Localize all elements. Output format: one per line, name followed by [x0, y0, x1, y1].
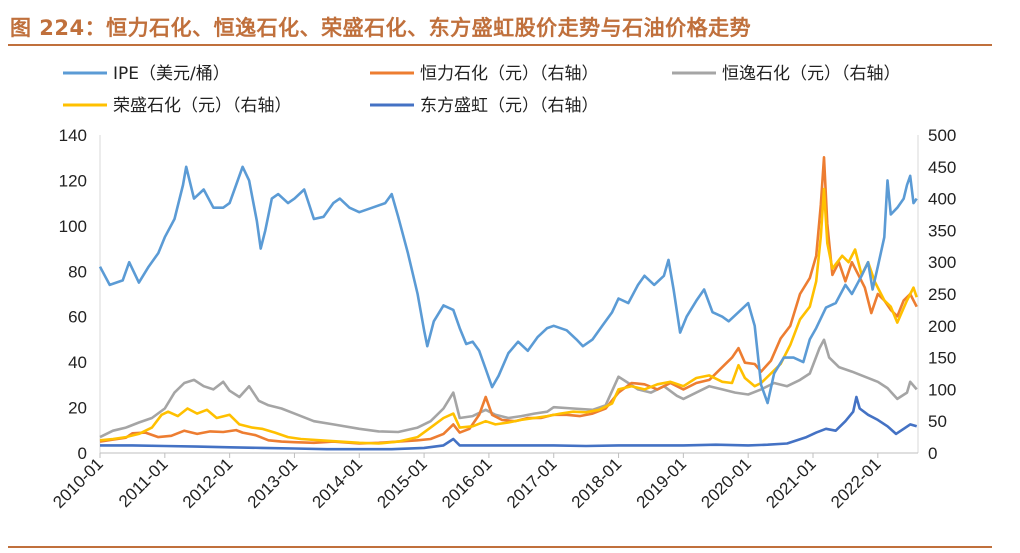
x-tick-label: 2010-01	[49, 454, 107, 512]
x-tick-label: 2021-01	[762, 454, 820, 512]
series-line-1	[99, 156, 918, 445]
right-tick-label: 100	[928, 380, 956, 399]
legend: IPE（美元/桶） 恒力石化（元）（右轴） 恒逸石化（元）（右轴） 荣盛石化（元）（右…	[63, 64, 901, 116]
legend-label: 恒逸石化（元）（右轴）	[722, 64, 901, 84]
x-tick-label: 2020-01	[697, 454, 755, 512]
left-tick-label: 40	[68, 353, 87, 372]
left-tick-label: 0	[78, 444, 87, 463]
right-tick-label: 350	[928, 221, 956, 240]
x-tick-label: 2019-01	[633, 454, 691, 512]
right-tick-label: 0	[928, 444, 937, 463]
right-axis-ticks: 0 50 100 150 200 250 300 350 400 450 500	[928, 126, 956, 463]
right-tick-label: 300	[928, 253, 956, 272]
legend-label: 恒力石化（元）（右轴）	[420, 64, 599, 84]
x-tick-label: 2022-01	[827, 454, 885, 512]
left-tick-label: 60	[68, 308, 87, 327]
x-tick-label: 2017-01	[503, 454, 561, 512]
series-line-3	[99, 187, 918, 445]
series-layer	[98, 156, 918, 451]
x-tick-label: 2016-01	[438, 454, 496, 512]
bottom-rule	[8, 546, 992, 548]
left-tick-label: 120	[59, 171, 87, 190]
x-tick-label: 2013-01	[244, 454, 302, 512]
x-tick-label: 2018-01	[568, 454, 626, 512]
left-tick-label: 140	[59, 126, 87, 145]
x-axis-ticks: 2010-01 2011-01 2012-01 2013-01 2014-01 2015-…	[49, 453, 885, 512]
x-tick-label: 2014-01	[309, 454, 367, 512]
x-tick-label: 2012-01	[179, 454, 237, 512]
figure-title: 图 224：恒力石化、恒逸石化、荣盛石化、东方盛虹股价走势与石油价格走势	[10, 16, 752, 40]
series-line-0	[98, 165, 918, 405]
left-tick-label: 100	[59, 217, 87, 236]
right-tick-label: 450	[928, 158, 956, 177]
series-line-2	[99, 338, 918, 439]
right-tick-label: 400	[928, 190, 956, 209]
right-tick-label: 500	[928, 126, 956, 145]
title-rule	[8, 44, 992, 46]
legend-label: IPE（美元/桶）	[113, 64, 230, 84]
x-tick-label: 2011-01	[115, 454, 172, 511]
legend-label: 荣盛石化（元）（右轴）	[113, 96, 292, 116]
left-axis-ticks: 0 20 40 60 80 100 120 140	[59, 126, 87, 463]
series-line-4	[100, 395, 918, 451]
left-tick-label: 80	[68, 262, 87, 281]
x-tick-label: 2015-01	[373, 454, 431, 512]
legend-label: 东方盛虹（元）（右轴）	[420, 96, 599, 116]
right-tick-label: 150	[928, 349, 956, 368]
right-tick-label: 200	[928, 317, 956, 336]
left-tick-label: 20	[68, 399, 87, 418]
right-tick-label: 250	[928, 285, 956, 304]
right-tick-label: 50	[928, 412, 947, 431]
